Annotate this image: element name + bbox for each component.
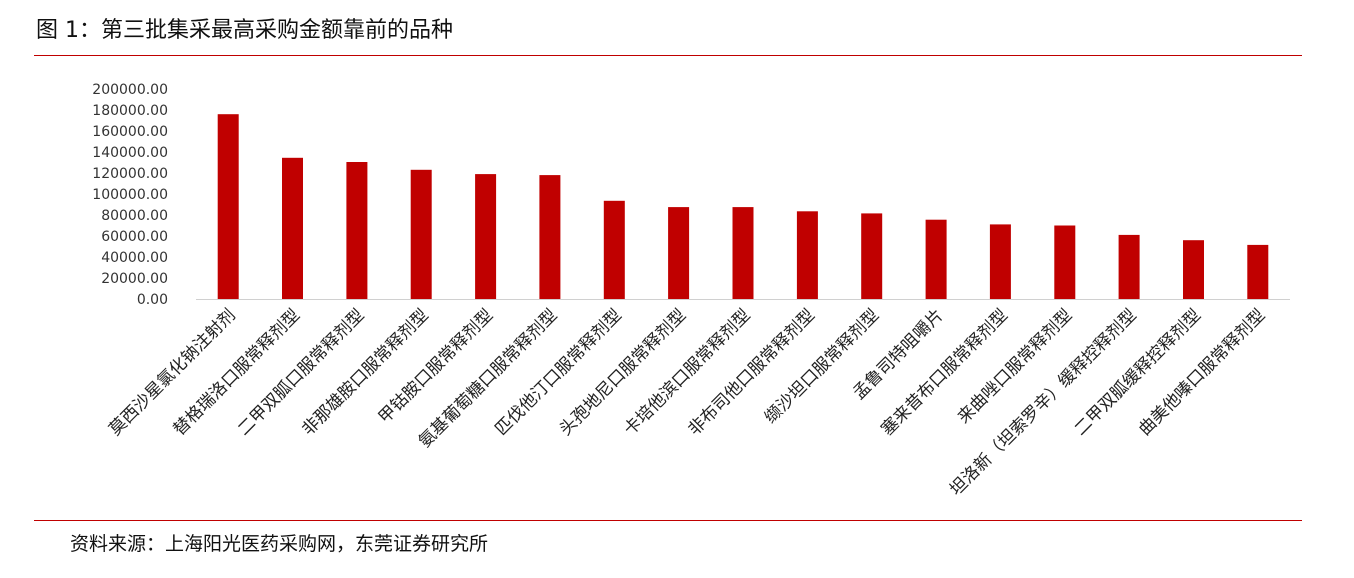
y-tick-label: 20000.00 [101,271,168,287]
bar [796,211,818,299]
x-category-label: 非布司他口服常释剂型 [685,305,819,439]
bar [668,207,690,299]
x-category-label: 甲钴胺口服常释剂型 [375,305,497,427]
bar [1054,225,1076,299]
bar [989,224,1011,299]
bar [475,174,497,299]
bar [410,169,432,299]
bar [217,114,239,299]
y-tick-label: 40000.00 [101,250,168,266]
y-tick-label: 180000.00 [92,103,168,119]
y-tick-label: 80000.00 [101,208,168,224]
x-category-label: 匹伐他汀口服常释剂型 [491,305,625,439]
x-category-label: 塞来昔布口服常释剂型 [878,305,1012,439]
y-axis: 0.00 20000.00 40000.00 60000.00 80000.00 1000… [92,82,168,308]
bar [1118,234,1140,299]
y-tick-label: 160000.00 [92,124,168,140]
x-category-label: 曲美他嗪口服常释剂型 [1135,305,1269,439]
title-divider [34,55,1302,56]
y-tick-label: 100000.00 [92,187,168,203]
y-tick-label: 200000.00 [92,82,168,98]
source-note: 资料来源：上海阳光医药采购网，东莞证券研究所 [70,533,489,555]
bar [539,175,561,299]
x-category-label: 二甲双胍口服常释剂型 [234,305,368,439]
bar [346,162,368,299]
bar-chart: 0.00 20000.00 40000.00 60000.00 80000.00 1000… [92,82,1290,500]
y-tick-label: 0.00 [137,292,168,308]
y-tick-label: 60000.00 [101,229,168,245]
bar [1247,244,1269,299]
x-category-label: 来曲唑口服常释剂型 [954,305,1076,427]
bar [861,213,883,299]
x-category-label: 替格瑞洛口服常释剂型 [170,305,304,439]
bar [732,207,754,299]
y-tick-label: 140000.00 [92,145,168,161]
bar-series [217,114,1269,299]
x-category-label: 莫西沙星氯化钠注射剂 [105,305,239,439]
x-axis-labels: 莫西沙星氯化钠注射剂替格瑞洛口服常释剂型二甲双胍口服常释剂型非那雄胺口服常释剂型… [105,305,1269,499]
x-category-label: 头孢地尼口服常释剂型 [556,305,690,439]
bar [603,200,625,299]
bar [1183,240,1204,299]
bar [282,157,303,299]
source-divider [34,520,1302,521]
x-category-label: 缬沙坦口服常释剂型 [761,305,883,427]
bar [925,219,947,299]
figure-title: 图 1：第三批集采最高采购金额靠前的品种 [36,18,453,43]
x-category-label: 卡培他滨口服常释剂型 [620,305,754,439]
x-category-label: 非那雄胺口服常释剂型 [298,305,432,439]
x-category-label: 二甲双胍缓释控释剂型 [1071,305,1205,439]
y-tick-label: 120000.00 [92,166,168,182]
